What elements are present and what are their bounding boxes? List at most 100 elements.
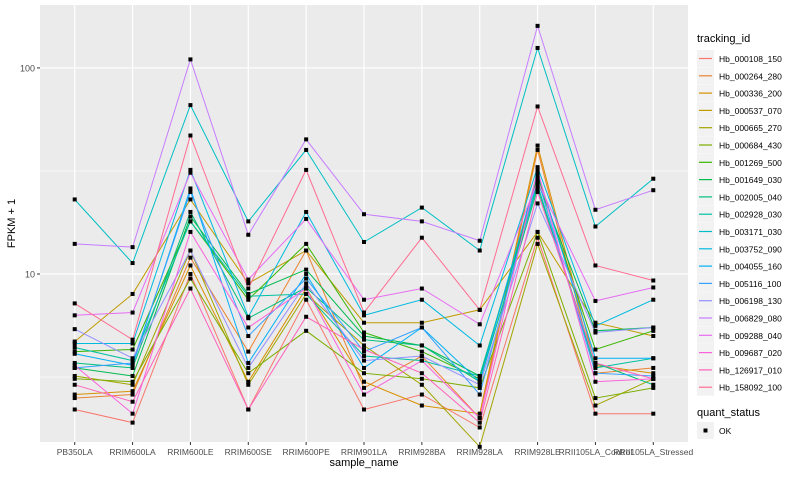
data-point (304, 147, 309, 152)
data-point (304, 314, 309, 319)
data-point (419, 325, 424, 330)
legend-label: Hb_006198_130 (719, 296, 782, 306)
data-point (72, 327, 77, 332)
legend-item: Hb_000336_200 (697, 84, 782, 102)
data-point (130, 373, 135, 378)
x-tick-label: RRIM901LA (341, 447, 388, 457)
data-point (477, 238, 482, 243)
data-point (419, 392, 424, 397)
data-point (72, 407, 77, 412)
legend: tracking_id Hb_000108_150 Hb_000264_280 Hb_… (697, 33, 782, 439)
legend-label: Hb_003752_090 (719, 244, 782, 254)
data-point (362, 313, 366, 318)
legend-item: Hb_009288_040 (697, 326, 782, 344)
legend-item: Hb_126917_010 (697, 361, 782, 379)
data-point (362, 358, 366, 363)
data-point (130, 392, 135, 397)
data-point (419, 320, 424, 325)
data-point (130, 363, 135, 368)
data-point (535, 167, 540, 172)
legend-item: Hb_000537_070 (697, 101, 782, 119)
data-point (535, 173, 540, 178)
data-point (593, 207, 598, 212)
data-point (246, 334, 251, 339)
data-point (304, 167, 309, 172)
data-point (304, 267, 309, 272)
data-point (651, 356, 656, 361)
data-point (593, 330, 598, 335)
data-point (188, 271, 193, 276)
data-point (535, 229, 540, 234)
data-point (593, 360, 598, 365)
data-point (535, 45, 540, 50)
x-tick-label: RRIM928LE (514, 447, 561, 457)
data-point (188, 276, 193, 281)
legend-label: Hb_009288_040 (719, 331, 782, 341)
legend-label: Hb_000537_070 (719, 106, 782, 116)
x-tick-label: RRIM600LA (109, 447, 156, 457)
data-point (188, 255, 193, 260)
data-point (188, 189, 193, 194)
data-point (130, 379, 135, 384)
legend-label: Hb_158092_100 (719, 383, 782, 393)
data-point (593, 320, 598, 325)
data-point (362, 349, 366, 354)
data-point (246, 297, 251, 302)
data-point (535, 189, 540, 194)
data-point (72, 345, 77, 350)
x-tick-label: RRIM600LE (167, 447, 214, 457)
y-axis-title: FPKM + 1 (6, 199, 18, 248)
data-point (246, 314, 251, 319)
data-point (419, 343, 424, 348)
data-point (419, 286, 424, 291)
x-tick-label: RRII105LA_Control (559, 447, 633, 457)
data-point (651, 325, 656, 330)
legend-item: Hb_009687_020 (697, 344, 782, 362)
data-point (593, 224, 598, 229)
data-point (72, 373, 77, 378)
data-point (362, 334, 366, 339)
data-point (362, 337, 366, 342)
data-point (304, 248, 309, 253)
data-point (130, 389, 135, 394)
data-point (246, 325, 251, 330)
data-point (535, 176, 540, 181)
data-point (362, 347, 366, 352)
data-point (246, 219, 251, 224)
data-point (130, 360, 135, 365)
data-point (651, 382, 656, 387)
data-point (651, 411, 656, 416)
data-point (419, 297, 424, 302)
data-point (477, 376, 482, 381)
data-point (130, 365, 135, 370)
data-point (188, 170, 193, 175)
data-point (593, 411, 598, 416)
legend-label: Hb_009687_020 (719, 348, 782, 358)
data-point (651, 373, 656, 378)
data-point (593, 347, 598, 352)
data-point (246, 281, 251, 286)
y-tick-label: 10 (25, 269, 35, 279)
data-point (246, 349, 251, 354)
data-point (188, 209, 193, 214)
data-point (246, 371, 251, 376)
data-point (477, 248, 482, 253)
data-point (188, 186, 193, 191)
data-point (246, 379, 251, 384)
data-point (72, 360, 77, 365)
legend-item: Hb_005116_100 (697, 274, 782, 292)
data-point (188, 219, 193, 224)
data-point (593, 371, 598, 376)
data-point (188, 197, 193, 202)
data-point (477, 425, 482, 430)
data-point (593, 363, 598, 368)
data-point (535, 179, 540, 184)
shape-legend-title: quant_status (697, 407, 760, 419)
legend-item: Hb_003171_030 (697, 223, 782, 240)
legend-item: Hb_001649_030 (697, 171, 782, 189)
data-point (304, 291, 309, 296)
legend-label: Hb_004055_160 (719, 262, 782, 272)
data-point (535, 201, 540, 206)
